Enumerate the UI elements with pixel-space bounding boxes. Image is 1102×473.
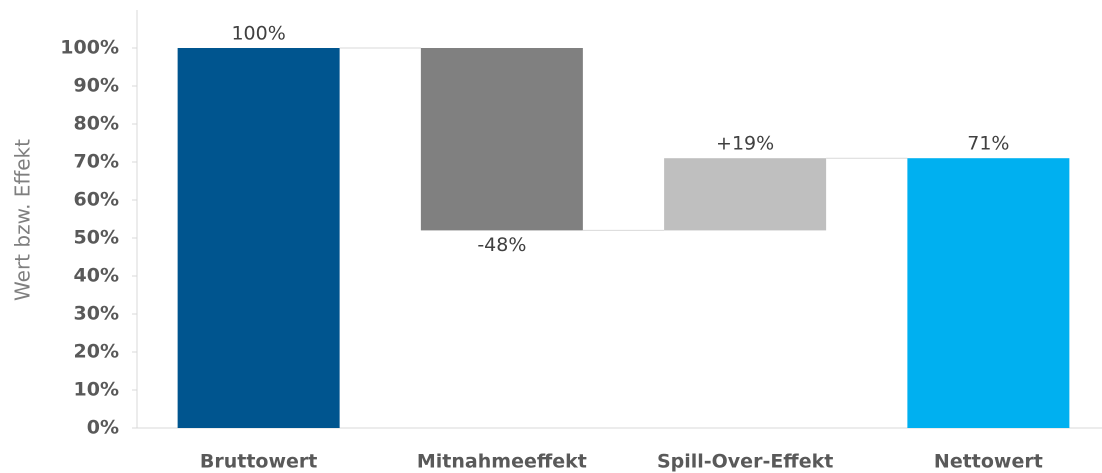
bar [907, 158, 1070, 428]
bar [177, 48, 340, 428]
y-tick-label: 20% [74, 341, 119, 363]
y-tick-label: 10% [74, 379, 119, 401]
value-label: -48% [477, 234, 526, 256]
x-tick-label: Nettowert [934, 451, 1043, 473]
x-tick-label: Mitnahmeeffekt [417, 451, 587, 473]
bar [664, 158, 827, 231]
y-tick-label: 30% [74, 303, 119, 325]
value-label: +19% [716, 133, 774, 155]
value-label: 71% [967, 133, 1009, 155]
y-tick-label: 0% [87, 417, 119, 439]
x-tick-label: Spill-Over-Effekt [657, 451, 833, 473]
bar [420, 48, 583, 231]
y-tick-label: 90% [74, 75, 119, 97]
y-tick-label: 40% [74, 265, 119, 287]
y-tick-label: 100% [60, 37, 119, 59]
y-tick-label: 60% [74, 189, 119, 211]
y-axis-label: Wert bzw. Effekt [11, 139, 35, 301]
x-tick-label: Bruttowert [200, 451, 318, 473]
y-tick-label: 70% [74, 151, 119, 173]
y-tick-label: 80% [74, 113, 119, 135]
value-label: 100% [231, 23, 285, 45]
y-tick-label: 50% [74, 227, 119, 249]
